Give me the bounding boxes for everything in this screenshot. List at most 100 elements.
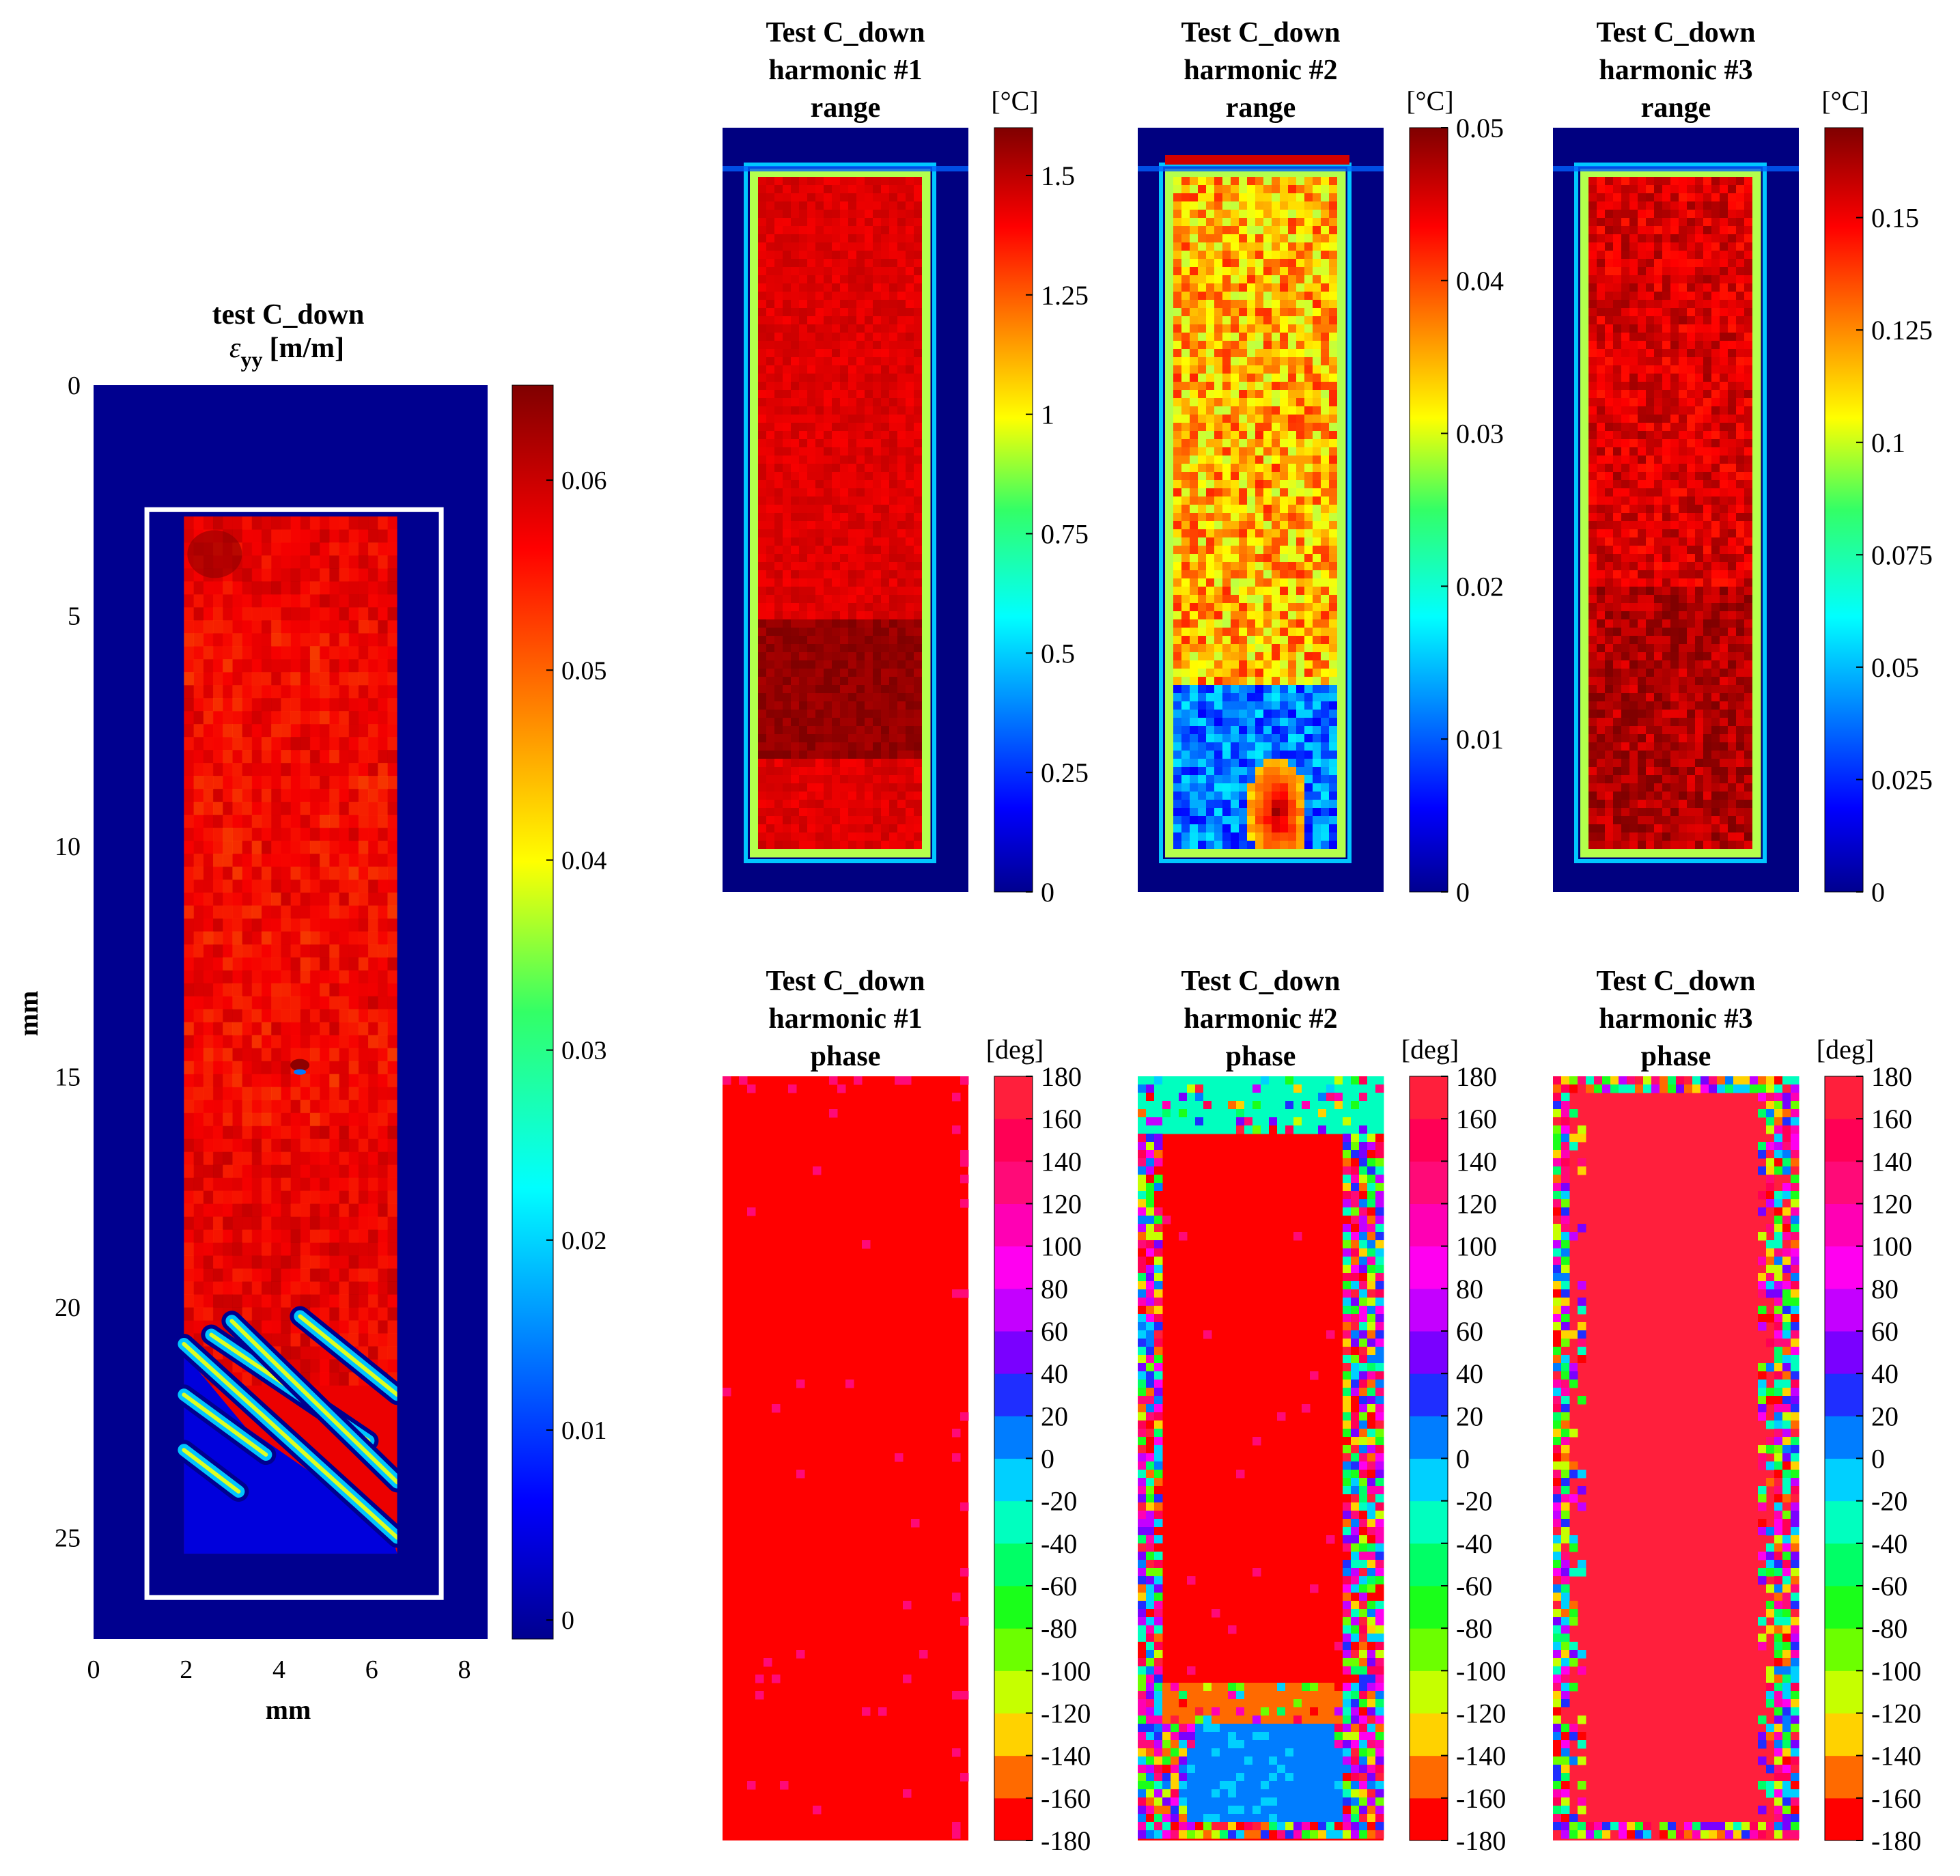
strain-texture-cell — [252, 970, 262, 983]
h2-range-cell — [1321, 570, 1330, 579]
h2-range-cell — [1173, 726, 1182, 735]
strain-texture-cell — [281, 581, 291, 594]
h1-range-cell — [881, 751, 890, 759]
h1-range-cell — [881, 841, 890, 850]
h2-range-cell — [1288, 267, 1297, 276]
strain-texture-cell — [232, 672, 242, 685]
strain-texture-cell — [329, 620, 339, 633]
h2-range-cell — [1329, 693, 1338, 702]
h2-range-cell — [1222, 177, 1231, 186]
strain-texture-cell — [368, 815, 378, 828]
strain-texture-cell — [339, 633, 349, 646]
h1-range-cell — [897, 513, 906, 522]
h2-range-cell — [1321, 398, 1330, 407]
h1-range-cell — [758, 783, 767, 792]
h2-range-cell — [1239, 398, 1248, 407]
h1-range-cell — [766, 447, 775, 456]
h2-range-cell — [1329, 193, 1338, 202]
strain-texture-cell — [194, 880, 204, 893]
h1-range-cell — [906, 660, 914, 669]
h1-range-cell — [889, 800, 898, 809]
strain-texture-cell — [310, 581, 320, 594]
h1-range-cell — [750, 349, 759, 358]
h1-range-cell — [791, 767, 800, 776]
h2-range-cell — [1263, 742, 1272, 751]
h1-range-cell — [799, 628, 808, 636]
strain-texture-cell — [291, 620, 301, 633]
h1-range-cell — [824, 800, 832, 809]
h2-range-cell — [1181, 447, 1190, 456]
strain-title-line2: εyy[m/m] — [229, 333, 344, 372]
h2-range-cell — [1296, 431, 1305, 440]
strain-texture-cell — [213, 815, 223, 828]
strain-texture-cell — [281, 880, 291, 893]
strain-texture-cell — [281, 1061, 291, 1074]
h2-range-cell — [1296, 496, 1305, 505]
h1-range-cell — [922, 316, 931, 325]
strain-texture-cell — [320, 906, 330, 919]
strain-texture-cell — [291, 996, 301, 1009]
strain-title-unit: [m/m] — [269, 333, 344, 364]
h2-range-cell — [1255, 751, 1264, 759]
strain-texture-cell — [310, 1204, 320, 1217]
h2-range-cell — [1190, 390, 1199, 399]
strain-texture-cell — [242, 529, 253, 542]
h1-range-cell — [750, 783, 759, 792]
strain-texture-cell — [194, 1178, 204, 1191]
h1-range-cell — [783, 423, 792, 432]
h2-range-cell — [1198, 513, 1207, 522]
h1-range-cell — [914, 718, 923, 727]
h2-range-cell — [1165, 210, 1174, 219]
h1-range-cell — [799, 439, 808, 448]
h2-range-cell — [1329, 177, 1338, 186]
h2-range-cell — [1206, 480, 1215, 489]
h2-range-cell — [1272, 611, 1280, 620]
strain-texture-cell — [262, 789, 272, 802]
h1-range-cell — [914, 242, 923, 251]
h1-range-cell — [856, 824, 865, 833]
h2-range-cell — [1198, 742, 1207, 751]
h2-range-cell — [1304, 660, 1313, 669]
h1-range-cell — [848, 210, 857, 219]
h2-range-cell — [1214, 537, 1223, 546]
h1-range-cell — [856, 636, 865, 645]
strain-texture-cell — [310, 854, 320, 867]
h1-range-cell — [799, 710, 808, 718]
h1-range-cell — [807, 652, 816, 661]
strain-texture-cell — [349, 542, 359, 555]
h2-range-cell — [1288, 259, 1297, 268]
strain-texture-cell — [387, 620, 397, 633]
h2-range-cell — [1280, 693, 1289, 702]
h2-range-cell — [1222, 587, 1231, 596]
h2-range-cell — [1222, 234, 1231, 243]
h1-range-cell — [750, 595, 759, 604]
h2-range-cell — [1239, 259, 1248, 268]
strain-texture-cell — [194, 1061, 204, 1074]
h1-range-cell — [848, 816, 857, 825]
strain-texture-cell — [281, 1307, 291, 1320]
strain-texture-cell — [281, 555, 291, 568]
strain-texture-cell — [378, 633, 388, 646]
h1-range-cell — [856, 742, 865, 751]
h2-range-cell — [1247, 603, 1256, 612]
h1-range-cell — [881, 439, 890, 448]
h2-range-cell — [1337, 693, 1346, 702]
h2-range-cell — [1272, 177, 1280, 186]
h1-range-cell — [791, 357, 800, 366]
strain-texture-cell — [349, 944, 359, 957]
h2-range-cell — [1198, 603, 1207, 612]
h2-range-cell — [1337, 644, 1346, 653]
h1-range-cell — [824, 390, 832, 399]
h2-range-cell — [1263, 439, 1272, 448]
h2-range-cell — [1239, 242, 1248, 251]
h2-range-cell — [1198, 570, 1207, 579]
h1-range-cell — [807, 333, 816, 341]
strain-texture-cell — [291, 633, 301, 646]
strain-texture-cell — [232, 711, 242, 724]
h2-range-cell — [1214, 292, 1223, 300]
h1-range-cell — [774, 710, 783, 718]
strain-texture-cell — [262, 828, 272, 841]
h1-range-cell — [897, 234, 906, 243]
h2-range-cell — [1329, 275, 1338, 284]
strain-texture-cell — [204, 970, 214, 983]
